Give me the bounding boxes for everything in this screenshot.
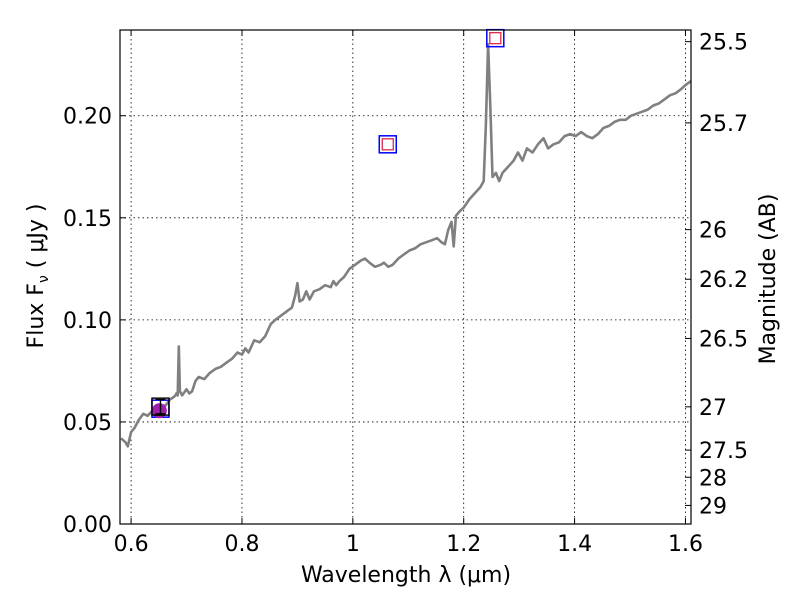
y-tick-label: 0.00	[63, 513, 112, 538]
y-tick-label: 0.20	[63, 105, 112, 130]
x-axis-label: Wavelength λ (μm)	[301, 563, 511, 588]
magnitude-tick-label: 26.5	[699, 327, 748, 352]
y-tick-label: 0.10	[63, 309, 112, 334]
magnitude-tick-label: 27	[699, 396, 727, 421]
magnitude-tick-label: 27.5	[699, 439, 748, 464]
magnitude-tick-label: 28	[699, 466, 727, 491]
x-tick-label: 1	[346, 532, 360, 557]
photometry-square-marker	[151, 397, 170, 416]
y-axis-label: Flux Fν ( μJy )	[24, 204, 52, 349]
magnitude-tick-label: 26	[699, 219, 727, 244]
axes-frame	[119, 29, 692, 525]
photometry-square-marker	[378, 135, 398, 154]
photometry-circle-marker	[151, 403, 167, 419]
axis-ticks: 0.6 0.8 1 1.2 1.4 1.6 0.00 0.05 0.10 0.15 0.20 25.5…	[63, 30, 748, 557]
axis-labels: Wavelength λ (μm) Flux Fν ( μJy ) Magnit…	[24, 194, 781, 588]
magnitude-tick-label: 25.5	[699, 31, 748, 56]
x-tick-label: 0.6	[114, 532, 149, 557]
magnitude-tick-label: 26.2	[699, 268, 748, 293]
x-tick-label: 1.6	[668, 532, 703, 557]
magnitude-tick-label: 29	[699, 494, 727, 519]
x-tick-label: 0.8	[224, 532, 259, 557]
spectrum-line	[120, 43, 691, 448]
magnitude-tick-label: 25.7	[699, 112, 748, 137]
right-axis-label: Magnitude (AB)	[756, 194, 781, 365]
photometry-square-marker	[489, 32, 502, 45]
plot-content	[120, 43, 691, 448]
x-tick-label: 1.4	[557, 532, 592, 557]
y-tick-label: 0.05	[63, 411, 112, 436]
y-tick-label: 0.15	[63, 207, 112, 232]
x-tick-label: 1.2	[446, 532, 481, 557]
photometry-square-marker	[381, 138, 394, 151]
